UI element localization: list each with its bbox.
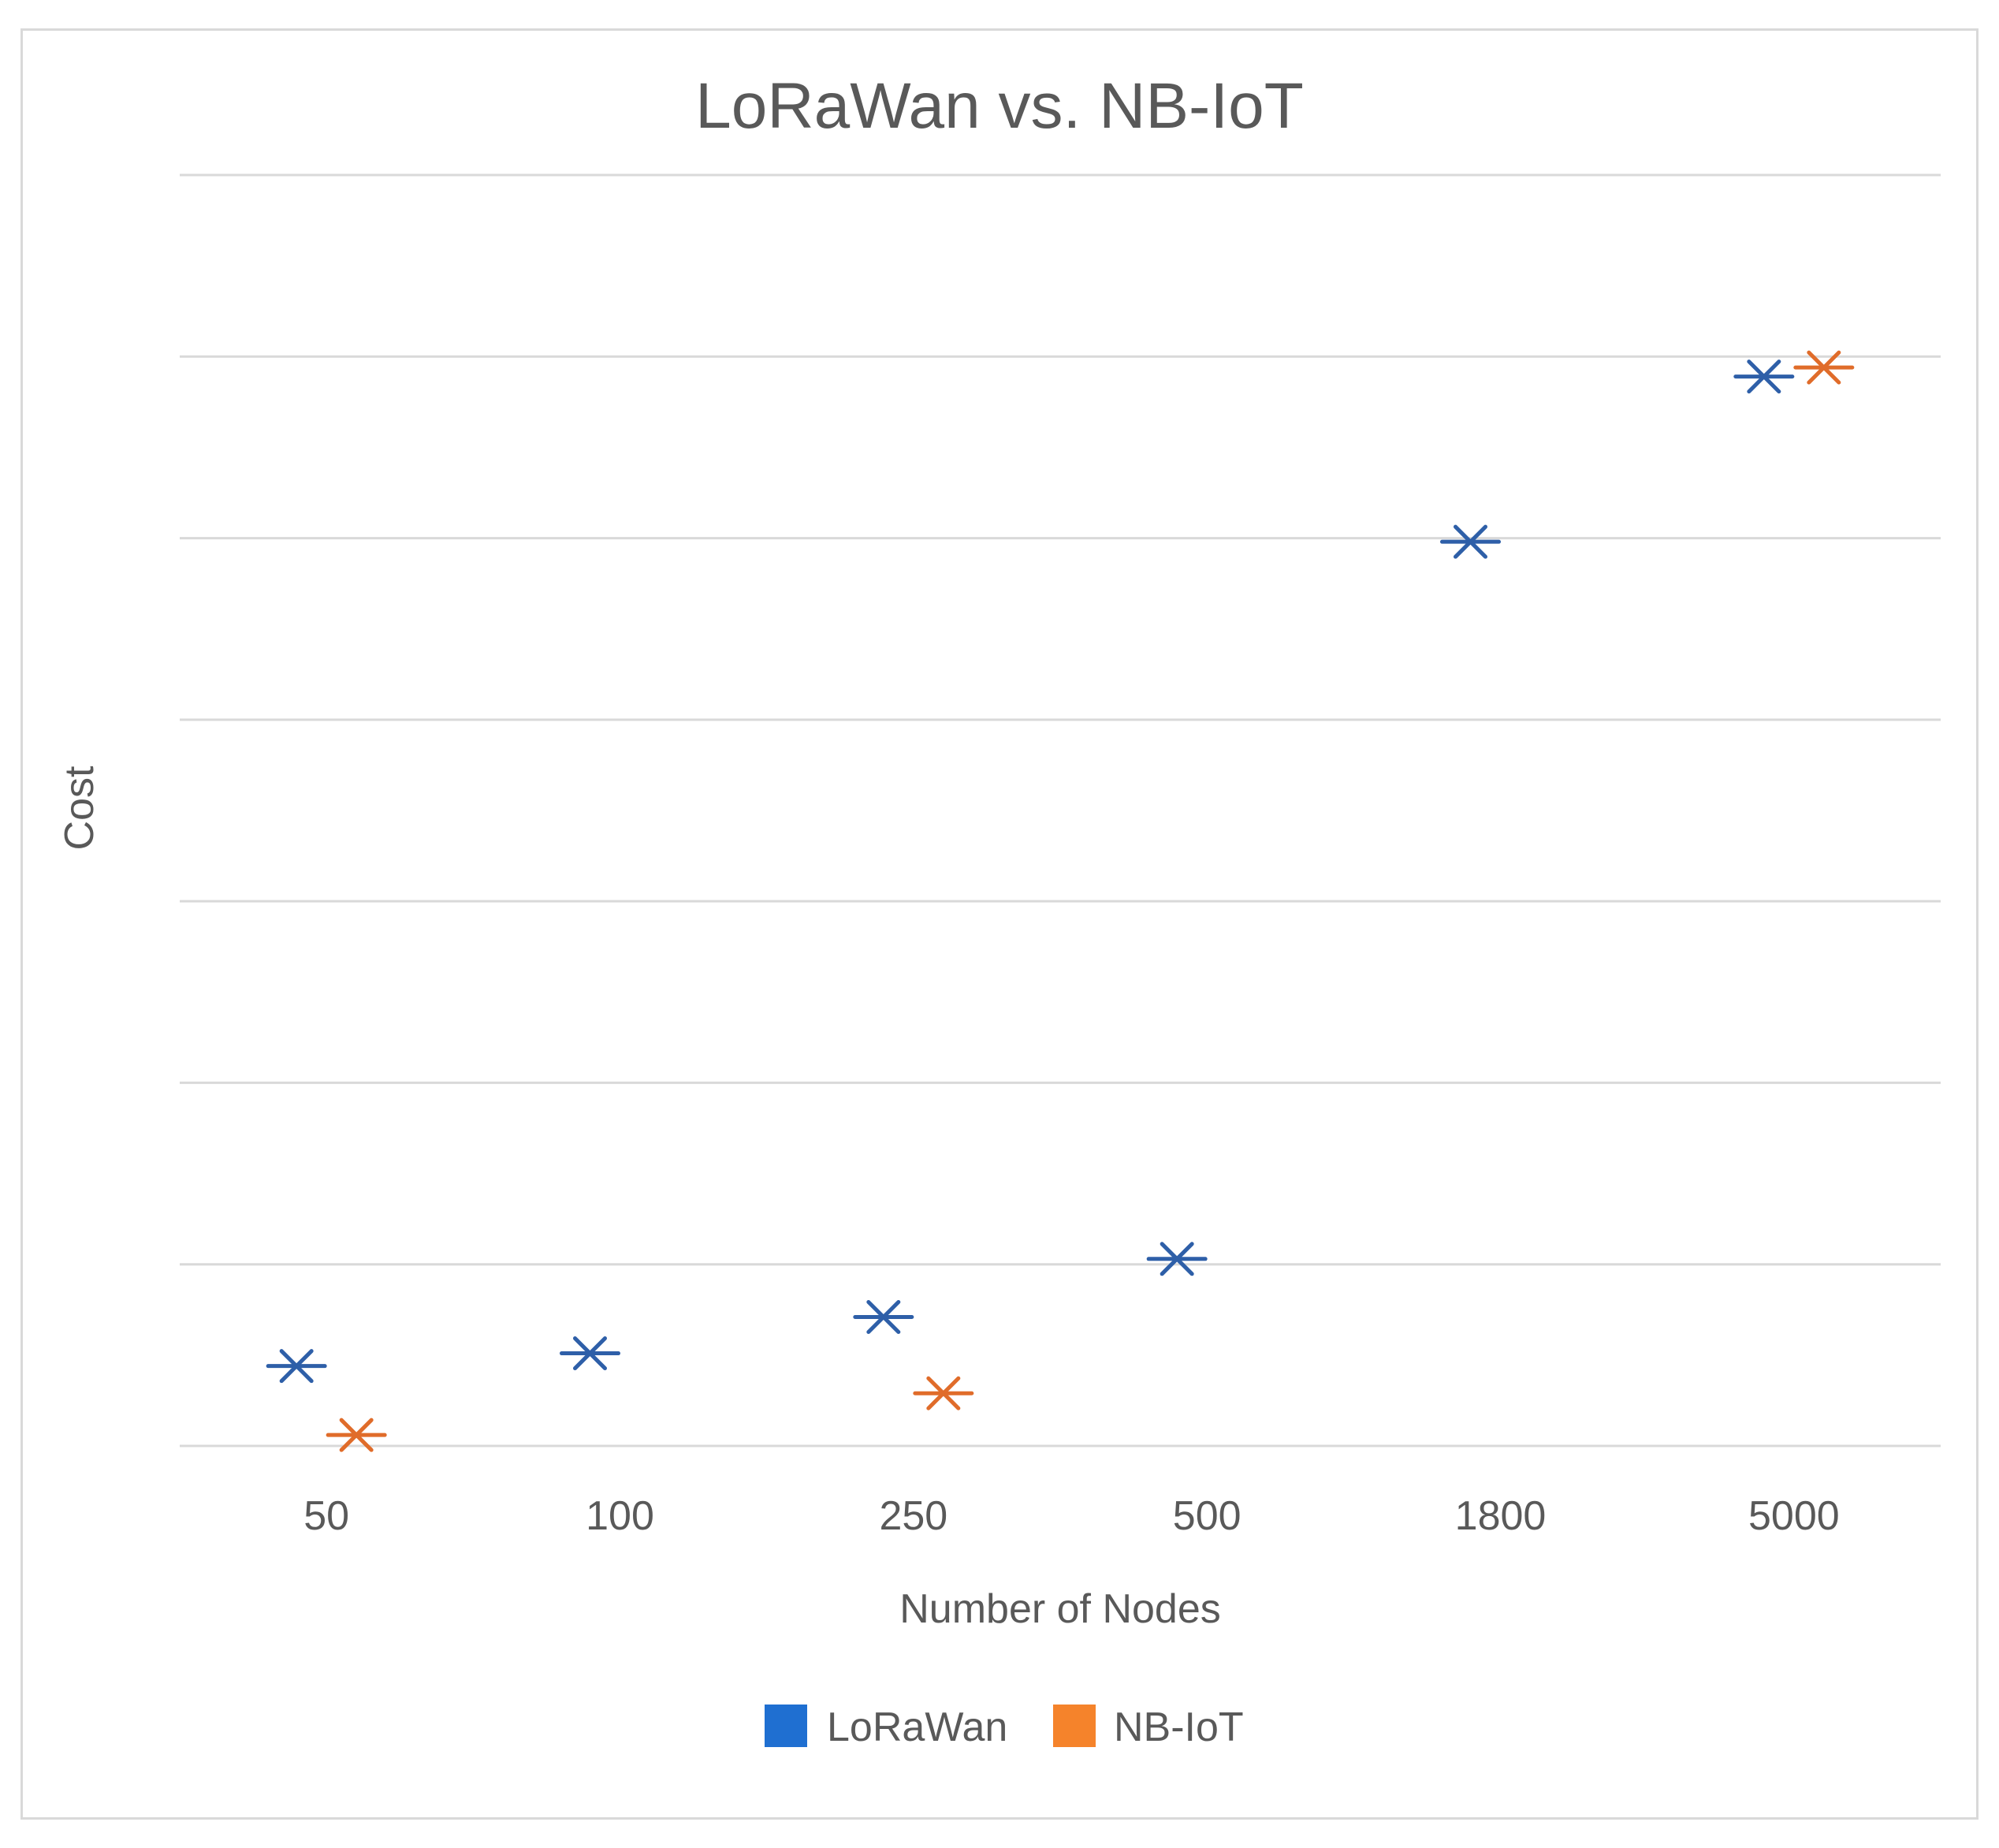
marker-stroke <box>1160 1242 1194 1276</box>
marker-stroke <box>573 1336 607 1371</box>
y-axis-label: Cost <box>57 766 102 850</box>
marker-stroke <box>1747 360 1781 394</box>
x-tick-label: 250 <box>879 1493 947 1539</box>
legend: LoRaWan NB-IoT <box>765 1705 1244 1750</box>
legend-label-lorawan: LoRaWan <box>827 1705 1007 1750</box>
x-tick-label: 100 <box>586 1493 654 1539</box>
data-point-nb-iot[interactable] <box>326 1418 387 1452</box>
x-tick-label: 5000 <box>1748 1493 1840 1539</box>
x-tick-label: 500 <box>1173 1493 1241 1539</box>
data-point-lorawan[interactable] <box>853 1299 914 1334</box>
marker-stroke <box>339 1418 374 1452</box>
data-point-nb-iot[interactable] <box>1793 350 1855 385</box>
x-tick-label: 50 <box>303 1493 349 1539</box>
data-point-lorawan[interactable] <box>266 1349 327 1384</box>
marker-stroke <box>279 1349 314 1384</box>
data-point-lorawan[interactable] <box>1733 360 1795 394</box>
legend-item-lorawan[interactable]: LoRaWan <box>765 1705 1007 1750</box>
legend-swatch-nb-iot <box>1053 1705 1096 1747</box>
x-tick-label: 1800 <box>1455 1493 1547 1539</box>
gridlines <box>180 173 1941 1447</box>
x-axis-label: Number of Nodes <box>899 1586 1221 1632</box>
data-point-lorawan[interactable] <box>1146 1242 1208 1276</box>
legend-swatch-lorawan <box>765 1705 807 1747</box>
marker-stroke <box>926 1376 961 1410</box>
x-tick-labels: 50 100 250 500 1800 5000 <box>303 1493 1839 1539</box>
data-point-lorawan[interactable] <box>1440 524 1501 559</box>
legend-item-nb-iot[interactable]: NB-IoT <box>1053 1705 1244 1750</box>
data-point-lorawan[interactable] <box>560 1336 620 1371</box>
legend-label-nb-iot: NB-IoT <box>1114 1705 1244 1750</box>
marker-stroke <box>1807 350 1841 385</box>
chart-title: LoRaWan vs. NB-IoT <box>695 70 1304 142</box>
data-markers <box>266 350 1855 1452</box>
marker-stroke <box>866 1299 901 1334</box>
chart-frame <box>20 28 1979 1820</box>
marker-stroke <box>1454 524 1487 559</box>
data-point-nb-iot[interactable] <box>913 1376 974 1410</box>
